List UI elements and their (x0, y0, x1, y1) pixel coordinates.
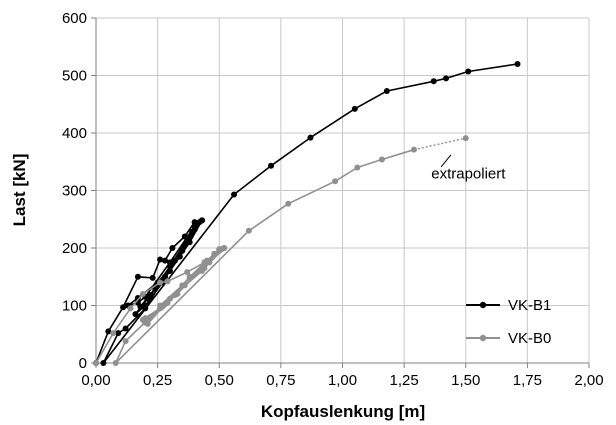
data-point-vk-b1 (179, 247, 186, 254)
data-point-vk-b1 (171, 257, 178, 264)
data-point-vk-b1 (198, 217, 205, 224)
data-point-vk-b1 (268, 162, 275, 169)
x-tick-label: 0,75 (266, 372, 295, 389)
legend: VK-B1 VK-B0 (466, 297, 551, 347)
data-point-vk-b0 (159, 303, 166, 310)
legend-marker-vk-b1 (479, 301, 487, 309)
data-point-vk-b1 (100, 360, 107, 366)
series-layer (93, 61, 521, 366)
data-point-vk-b1 (186, 239, 193, 246)
data-point-vk-b1 (166, 268, 173, 274)
data-point-vk-b0 (245, 227, 252, 234)
data-point-vk-b0 (144, 320, 151, 327)
data-point-vk-b1 (162, 257, 169, 264)
data-point-vk-b1 (142, 305, 149, 312)
x-tick-label: 0,25 (143, 372, 172, 389)
x-tick-label: 1,00 (328, 372, 357, 389)
data-point-vk-b1 (169, 245, 176, 251)
data-point-vk-b0 (285, 200, 292, 207)
data-point-vk-b0 (122, 338, 129, 345)
data-point-vk-b1 (105, 328, 112, 335)
axes (91, 17, 590, 368)
data-point-vk-b1 (147, 292, 154, 299)
legend-label-vk-b1: VK-B1 (508, 297, 551, 314)
y-tick-label: 100 (62, 298, 87, 315)
data-point-vk-b0 (147, 314, 154, 320)
data-point-vk-b1 (430, 78, 437, 85)
y-tick-label: 400 (62, 125, 87, 142)
data-point-vk-b1 (351, 105, 358, 112)
data-point-vk-b0 (184, 269, 191, 276)
data-point-vk-b0 (354, 164, 361, 171)
legend-label-vk-b0: VK-B0 (508, 330, 551, 347)
data-point-vk-b1 (307, 134, 314, 141)
data-point-vk-b1 (231, 191, 238, 198)
data-point-vk-b1 (122, 325, 129, 332)
x-tick-label: 0,00 (81, 372, 110, 389)
data-point-vk-b0 (198, 268, 205, 274)
x-tick-label: 1,50 (451, 372, 480, 389)
extrapolated-point-vk-b0 (462, 135, 469, 142)
data-point-vk-b0 (93, 360, 99, 366)
data-point-vk-b1 (181, 233, 188, 240)
x-axis-title: Kopfauslenkung [m] (261, 402, 425, 421)
y-tick-label: 200 (62, 240, 87, 257)
data-point-vk-b1 (137, 303, 144, 310)
data-point-vk-b0 (157, 279, 164, 286)
data-point-vk-b0 (110, 330, 117, 337)
data-point-vk-b0 (142, 315, 149, 322)
x-tick-label: 2,00 (574, 372, 603, 389)
annotation-extrapoliert: extrapoliert (431, 165, 506, 182)
x-tick-label: 0,50 (205, 372, 234, 389)
data-point-vk-b0 (203, 257, 210, 264)
data-point-vk-b1 (134, 273, 141, 280)
series-line-vk-b0 (95, 148, 415, 364)
data-point-vk-b1 (149, 274, 156, 281)
data-point-vk-b0 (410, 146, 417, 153)
data-point-vk-b0 (186, 274, 193, 281)
data-point-vk-b1 (166, 263, 173, 270)
data-point-vk-b0 (332, 178, 339, 185)
series-line-vk-b1 (95, 63, 518, 364)
legend-marker-vk-b0 (479, 334, 487, 342)
data-point-vk-b1 (514, 61, 521, 67)
data-point-vk-b1 (443, 75, 450, 82)
grid (96, 17, 590, 363)
data-point-vk-b0 (112, 360, 119, 366)
data-point-vk-b0 (139, 291, 146, 297)
data-point-vk-b0 (166, 295, 173, 302)
x-tick-label: 1,75 (513, 372, 542, 389)
y-tick-label: 500 (62, 68, 87, 85)
data-point-vk-b1 (465, 68, 472, 75)
y-tick-label: 0 (79, 355, 87, 372)
data-point-vk-b1 (189, 228, 196, 235)
data-point-vk-b1 (186, 233, 193, 240)
data-point-vk-b1 (157, 256, 164, 263)
data-point-vk-b0 (221, 245, 228, 251)
data-point-vk-b0 (211, 250, 218, 257)
annotation-leader-line (440, 154, 452, 168)
data-point-vk-b1 (120, 304, 127, 311)
x-tick-label: 1,25 (390, 372, 419, 389)
data-point-vk-b0 (174, 291, 181, 297)
data-point-vk-b0 (378, 156, 385, 163)
data-point-vk-b1 (176, 253, 183, 260)
data-point-vk-b0 (164, 278, 171, 285)
data-point-vk-b0 (216, 246, 223, 253)
data-point-vk-b0 (179, 282, 186, 289)
y-tick-label: 600 (62, 10, 87, 27)
extrapolated-line-vk-b0 (413, 137, 466, 151)
data-point-vk-b1 (132, 311, 139, 318)
tick-labels: 0,00 0,25 0,50 0,75 1,00 1,25 1,50 1,75 2,00 0 100… (62, 10, 604, 389)
y-tick-label: 300 (62, 183, 87, 200)
data-point-vk-b1 (115, 330, 122, 337)
data-point-vk-b0 (127, 305, 134, 312)
data-point-vk-b1 (134, 295, 141, 302)
data-point-vk-b1 (383, 88, 390, 95)
y-axis-title: Last [kN] (10, 154, 29, 227)
data-point-vk-b1 (162, 273, 169, 280)
